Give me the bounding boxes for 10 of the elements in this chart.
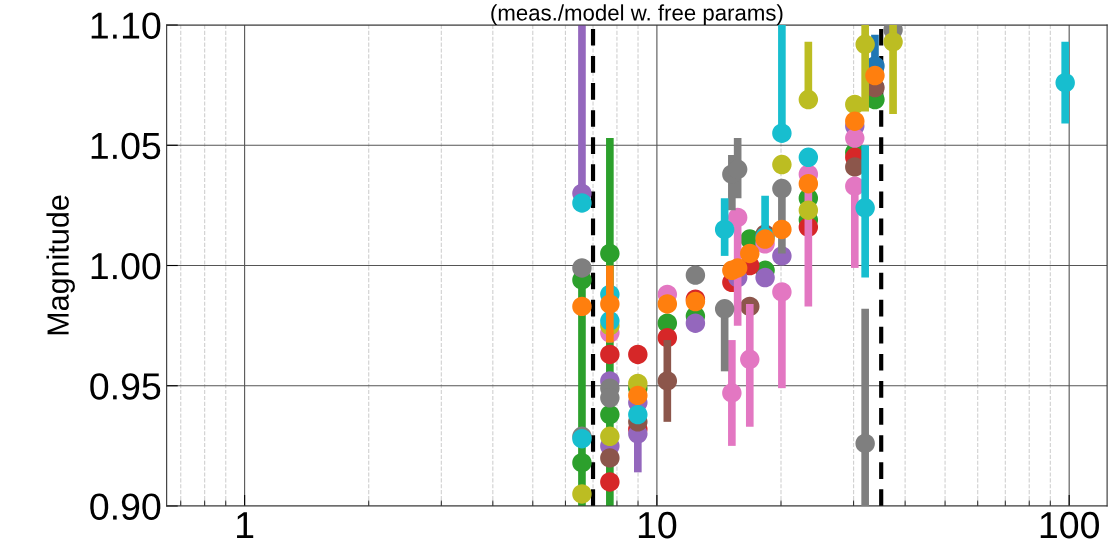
y-tick-label: 0.90 bbox=[90, 493, 161, 520]
y-tick-label: 1.00 bbox=[91, 252, 161, 280]
y-tick-label: 1.05 bbox=[91, 132, 161, 160]
y-tick-label: 1.10 bbox=[91, 12, 161, 39]
chart-title: (meas./model w. free params) bbox=[491, 4, 783, 26]
x-tick-label: 10 bbox=[638, 511, 677, 539]
y-axis-title: Magnitude bbox=[46, 195, 75, 335]
y-tick-label: 0.95 bbox=[90, 373, 161, 400]
x-tick-label: 100 bbox=[1040, 511, 1099, 539]
x-tick-label: 1 bbox=[237, 512, 254, 539]
